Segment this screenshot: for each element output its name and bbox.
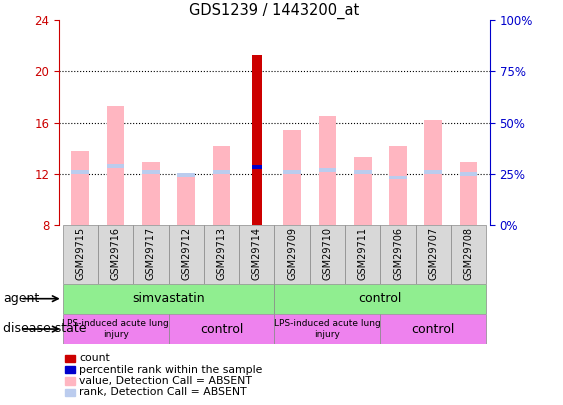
- Bar: [62, 225, 98, 283]
- Bar: [354, 157, 372, 225]
- Bar: [142, 171, 160, 174]
- Bar: [425, 171, 442, 174]
- Bar: [354, 171, 372, 174]
- Text: agent: agent: [3, 292, 39, 305]
- Bar: [72, 151, 89, 225]
- Bar: [252, 165, 262, 169]
- Text: GSM29715: GSM29715: [75, 226, 86, 280]
- Bar: [275, 314, 381, 344]
- Text: GSM29708: GSM29708: [463, 226, 473, 279]
- Text: GSM29706: GSM29706: [393, 226, 403, 279]
- Text: LPS-induced acute lung
injury: LPS-induced acute lung injury: [274, 320, 381, 339]
- Text: GSM29712: GSM29712: [181, 226, 191, 280]
- Bar: [62, 284, 275, 314]
- Text: control: control: [412, 322, 455, 336]
- Bar: [177, 173, 195, 177]
- Bar: [133, 225, 168, 283]
- Bar: [310, 225, 345, 283]
- Bar: [460, 162, 477, 225]
- Text: LPS-induced acute lung
injury: LPS-induced acute lung injury: [62, 320, 169, 339]
- Bar: [415, 225, 451, 283]
- Bar: [451, 225, 486, 283]
- Text: GSM29716: GSM29716: [110, 226, 120, 279]
- Bar: [177, 177, 195, 225]
- Text: percentile rank within the sample: percentile rank within the sample: [79, 365, 263, 375]
- Bar: [275, 225, 310, 283]
- Text: GSM29714: GSM29714: [252, 226, 262, 279]
- Bar: [239, 225, 275, 283]
- Text: GSM29710: GSM29710: [323, 226, 332, 279]
- Bar: [168, 314, 275, 344]
- Text: GSM29711: GSM29711: [358, 226, 368, 279]
- Title: GDS1239 / 1443200_at: GDS1239 / 1443200_at: [189, 3, 360, 19]
- Bar: [142, 162, 160, 225]
- Bar: [168, 225, 204, 283]
- Bar: [72, 171, 89, 174]
- Text: count: count: [79, 354, 110, 363]
- Text: value, Detection Call = ABSENT: value, Detection Call = ABSENT: [79, 376, 252, 386]
- Bar: [213, 145, 230, 225]
- Bar: [213, 171, 230, 174]
- Bar: [425, 120, 442, 225]
- Bar: [62, 314, 168, 344]
- Text: GSM29717: GSM29717: [146, 226, 156, 280]
- Text: control: control: [359, 292, 402, 305]
- Text: rank, Detection Call = ABSENT: rank, Detection Call = ABSENT: [79, 388, 247, 397]
- Bar: [389, 145, 407, 225]
- Bar: [319, 168, 336, 172]
- Bar: [283, 171, 301, 174]
- Bar: [283, 130, 301, 225]
- Text: GSM29713: GSM29713: [217, 226, 226, 279]
- Bar: [275, 284, 486, 314]
- Bar: [98, 225, 133, 283]
- Bar: [345, 225, 381, 283]
- Text: control: control: [200, 322, 243, 336]
- Bar: [204, 225, 239, 283]
- Bar: [107, 164, 124, 168]
- Bar: [460, 172, 477, 175]
- Bar: [319, 116, 336, 225]
- Bar: [381, 314, 486, 344]
- Bar: [389, 175, 407, 179]
- Text: GSM29709: GSM29709: [287, 226, 297, 279]
- Text: disease state: disease state: [3, 322, 86, 335]
- Bar: [381, 225, 415, 283]
- Text: GSM29707: GSM29707: [428, 226, 439, 280]
- Bar: [107, 106, 124, 225]
- Text: simvastatin: simvastatin: [132, 292, 205, 305]
- Bar: [252, 55, 262, 225]
